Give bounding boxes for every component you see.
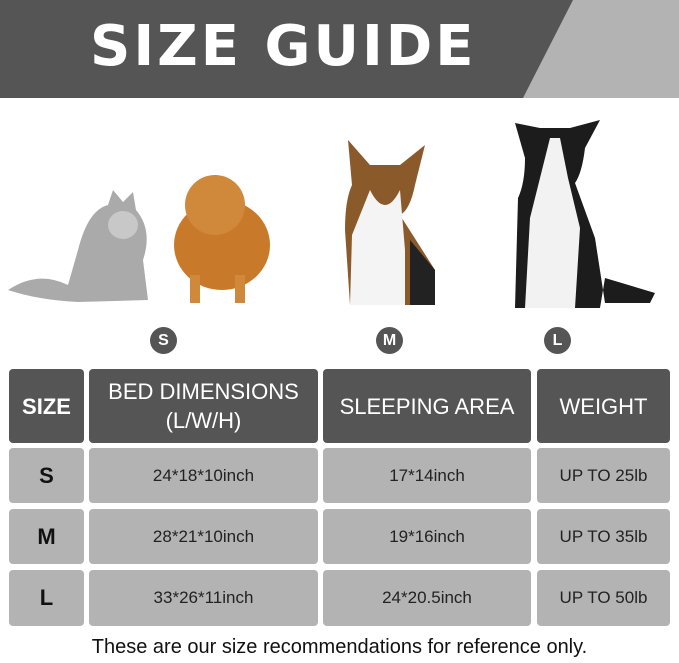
row-l-size: L (9, 570, 84, 626)
header-weight: WEIGHT (537, 369, 670, 443)
size-badge-s: S (150, 327, 177, 354)
row-l-dimensions: 33*26*11inch (89, 570, 318, 626)
row-s-sleeping-area: 17*14inch (323, 448, 531, 503)
size-badge-m: M (376, 327, 403, 354)
row-s-weight: UP TO 25lb (537, 448, 670, 503)
footer-note: These are our size recommendations for r… (91, 636, 588, 658)
row-l-weight: UP TO 50lb (537, 570, 670, 626)
row-l-sleeping-area: 24*20.5inch (323, 570, 531, 626)
header-size: SIZE (9, 369, 84, 443)
row-s-size: S (9, 448, 84, 503)
corgi-image (345, 140, 435, 305)
row-m-weight: UP TO 35lb (537, 509, 670, 564)
row-m-size: M (9, 509, 84, 564)
header-bed-dimensions: BED DIMENSIONS (L/W/H) (89, 369, 318, 443)
border-collie-image (515, 120, 655, 308)
page-title: SIZE GUIDE (90, 14, 477, 79)
pomeranian-image (174, 175, 270, 303)
row-s-dimensions: 24*18*10inch (89, 448, 318, 503)
cat-image (8, 190, 148, 302)
row-m-dimensions: 28*21*10inch (89, 509, 318, 564)
size-badge-l: L (544, 327, 571, 354)
row-m-sleeping-area: 19*16inch (323, 509, 531, 564)
header-sleeping-area: SLEEPING AREA (323, 369, 531, 443)
